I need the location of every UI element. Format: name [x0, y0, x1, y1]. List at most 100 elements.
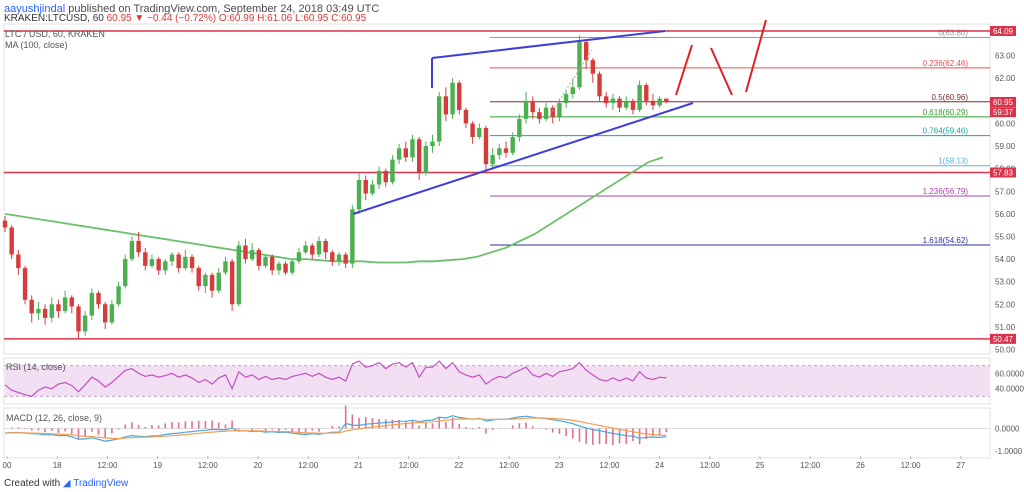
- x-tick-label: 12:00: [700, 461, 721, 470]
- fib-level-label: 1(58.13): [938, 157, 968, 166]
- publish-line: aayushjindal published on TradingView.co…: [4, 3, 379, 15]
- footer-brand-link[interactable]: TradingView: [73, 478, 129, 489]
- price-pane: [3, 23, 991, 355]
- fib-level-label: 0.236(62.46): [923, 59, 969, 68]
- y-tick-label: 59.00: [995, 142, 1016, 151]
- candle-body: [370, 184, 375, 194]
- candle-body: [163, 261, 168, 271]
- x-tick-label: 21: [354, 461, 363, 470]
- candle-body: [209, 274, 215, 291]
- candle-body: [296, 252, 302, 262]
- fib-level-label: 1.236(56.79): [923, 187, 969, 196]
- x-tick-label: 24: [655, 461, 664, 470]
- candle-body: [356, 179, 362, 210]
- price-tag: [990, 96, 1016, 107]
- candle-body: [129, 240, 135, 260]
- x-tick-label: 12:00: [97, 461, 118, 470]
- price-tag: [990, 333, 1016, 344]
- y-tick-label: 60.00: [995, 119, 1016, 128]
- upper-trend-line: [431, 30, 666, 59]
- candle-body: [316, 240, 322, 255]
- candle-body: [29, 299, 34, 314]
- footer-created: Created with: [4, 478, 61, 489]
- candle-body: [477, 127, 482, 138]
- candle-body: [56, 304, 61, 312]
- y-tick-label: 56.00: [995, 210, 1016, 219]
- price-tag: [990, 167, 1016, 178]
- x-tick-label: 12:00: [800, 461, 821, 470]
- y-tick-label: 54.00: [995, 255, 1016, 264]
- candle-body: [336, 254, 342, 262]
- candle-body: [563, 94, 569, 104]
- candle-body: [16, 254, 21, 269]
- candle-body: [510, 137, 515, 153]
- candle-body: [557, 103, 562, 117]
- fib-level-label: 0.618(60.29): [923, 108, 969, 117]
- candle-body: [256, 250, 262, 266]
- macd-line: [4, 415, 667, 442]
- rsi-tick-label: 60.0000: [995, 369, 1024, 378]
- y-tick-label: 53.00: [995, 278, 1016, 287]
- x-tick-label: 19: [153, 461, 162, 470]
- candle-body: [82, 315, 88, 332]
- ohlc-line: KRAKEN:LTCUSD, 60 60.95 ▼ −0.44 (−0.72%)…: [4, 13, 366, 24]
- ma-legend-label: MA (100, close): [5, 40, 68, 50]
- tradingview-logo-icon: ◢: [62, 478, 71, 489]
- candle-body: [103, 304, 108, 323]
- projection-down: [710, 47, 733, 96]
- candle-body: [503, 148, 509, 153]
- candle-body: [176, 254, 181, 269]
- candle-body: [437, 96, 442, 142]
- candle-body: [463, 109, 469, 124]
- candle-body: [630, 100, 636, 110]
- fib-level-label: 1.618(54.62): [923, 236, 969, 245]
- candle-body: [457, 82, 462, 110]
- x-tick-label: 12:00: [599, 461, 620, 470]
- price-tag: [990, 26, 1016, 37]
- candle-body: [383, 170, 388, 183]
- candle-body: [363, 179, 368, 194]
- candle-body: [537, 112, 542, 119]
- candle-body: [290, 261, 295, 273]
- candle-body: [136, 240, 141, 253]
- candle-body: [330, 252, 335, 262]
- candle-body: [403, 148, 408, 158]
- publish-header: aayushjindal published on TradingView.co…: [0, 0, 1024, 24]
- candle-body: [203, 274, 208, 287]
- x-tick-label: 22: [454, 461, 463, 470]
- x-tick-label: 00: [3, 461, 12, 470]
- chart-symbol-label: LTC / USD, 60, KRAKEN: [5, 29, 105, 39]
- x-tick-label: 23: [555, 461, 564, 470]
- projection-up-1: [675, 44, 693, 96]
- candle-body: [523, 100, 529, 119]
- publish-info: published on TradingView.com, September …: [68, 3, 380, 15]
- candle-body: [604, 96, 609, 104]
- author-link[interactable]: aayushjindal: [4, 3, 66, 15]
- x-tick-label: 12:00: [499, 461, 520, 470]
- candle-body: [597, 73, 602, 97]
- x-tick-label: 26: [856, 461, 865, 470]
- y-tick-label: 55.00: [995, 232, 1016, 241]
- candle-body: [590, 60, 596, 74]
- fib-level-label: 0.764(59.46): [923, 127, 969, 136]
- y-tick-label: 51.00: [995, 323, 1016, 332]
- ohlc-values: 60.95 ▼ −0.44 (−0.72%) O:60.99 H:61.06 L…: [106, 13, 367, 24]
- candle-body: [156, 259, 161, 271]
- candle-body: [36, 308, 41, 314]
- candle-body: [276, 263, 282, 271]
- footer: Created with ◢ TradingView: [4, 478, 128, 489]
- candle-body: [543, 107, 549, 119]
- candle-body: [570, 87, 575, 95]
- candle-body: [270, 256, 275, 271]
- y-tick-label: 50.00: [995, 345, 1016, 354]
- candle-body: [9, 227, 14, 255]
- macd-pane: [3, 407, 991, 459]
- candle-body: [42, 308, 48, 318]
- price-tag-label: 59:37: [993, 108, 1014, 117]
- candle-body: [343, 254, 348, 264]
- candle-body: [49, 304, 54, 318]
- x-tick-label: 18: [53, 461, 62, 470]
- candle-body: [610, 98, 616, 104]
- candle-body: [109, 304, 115, 323]
